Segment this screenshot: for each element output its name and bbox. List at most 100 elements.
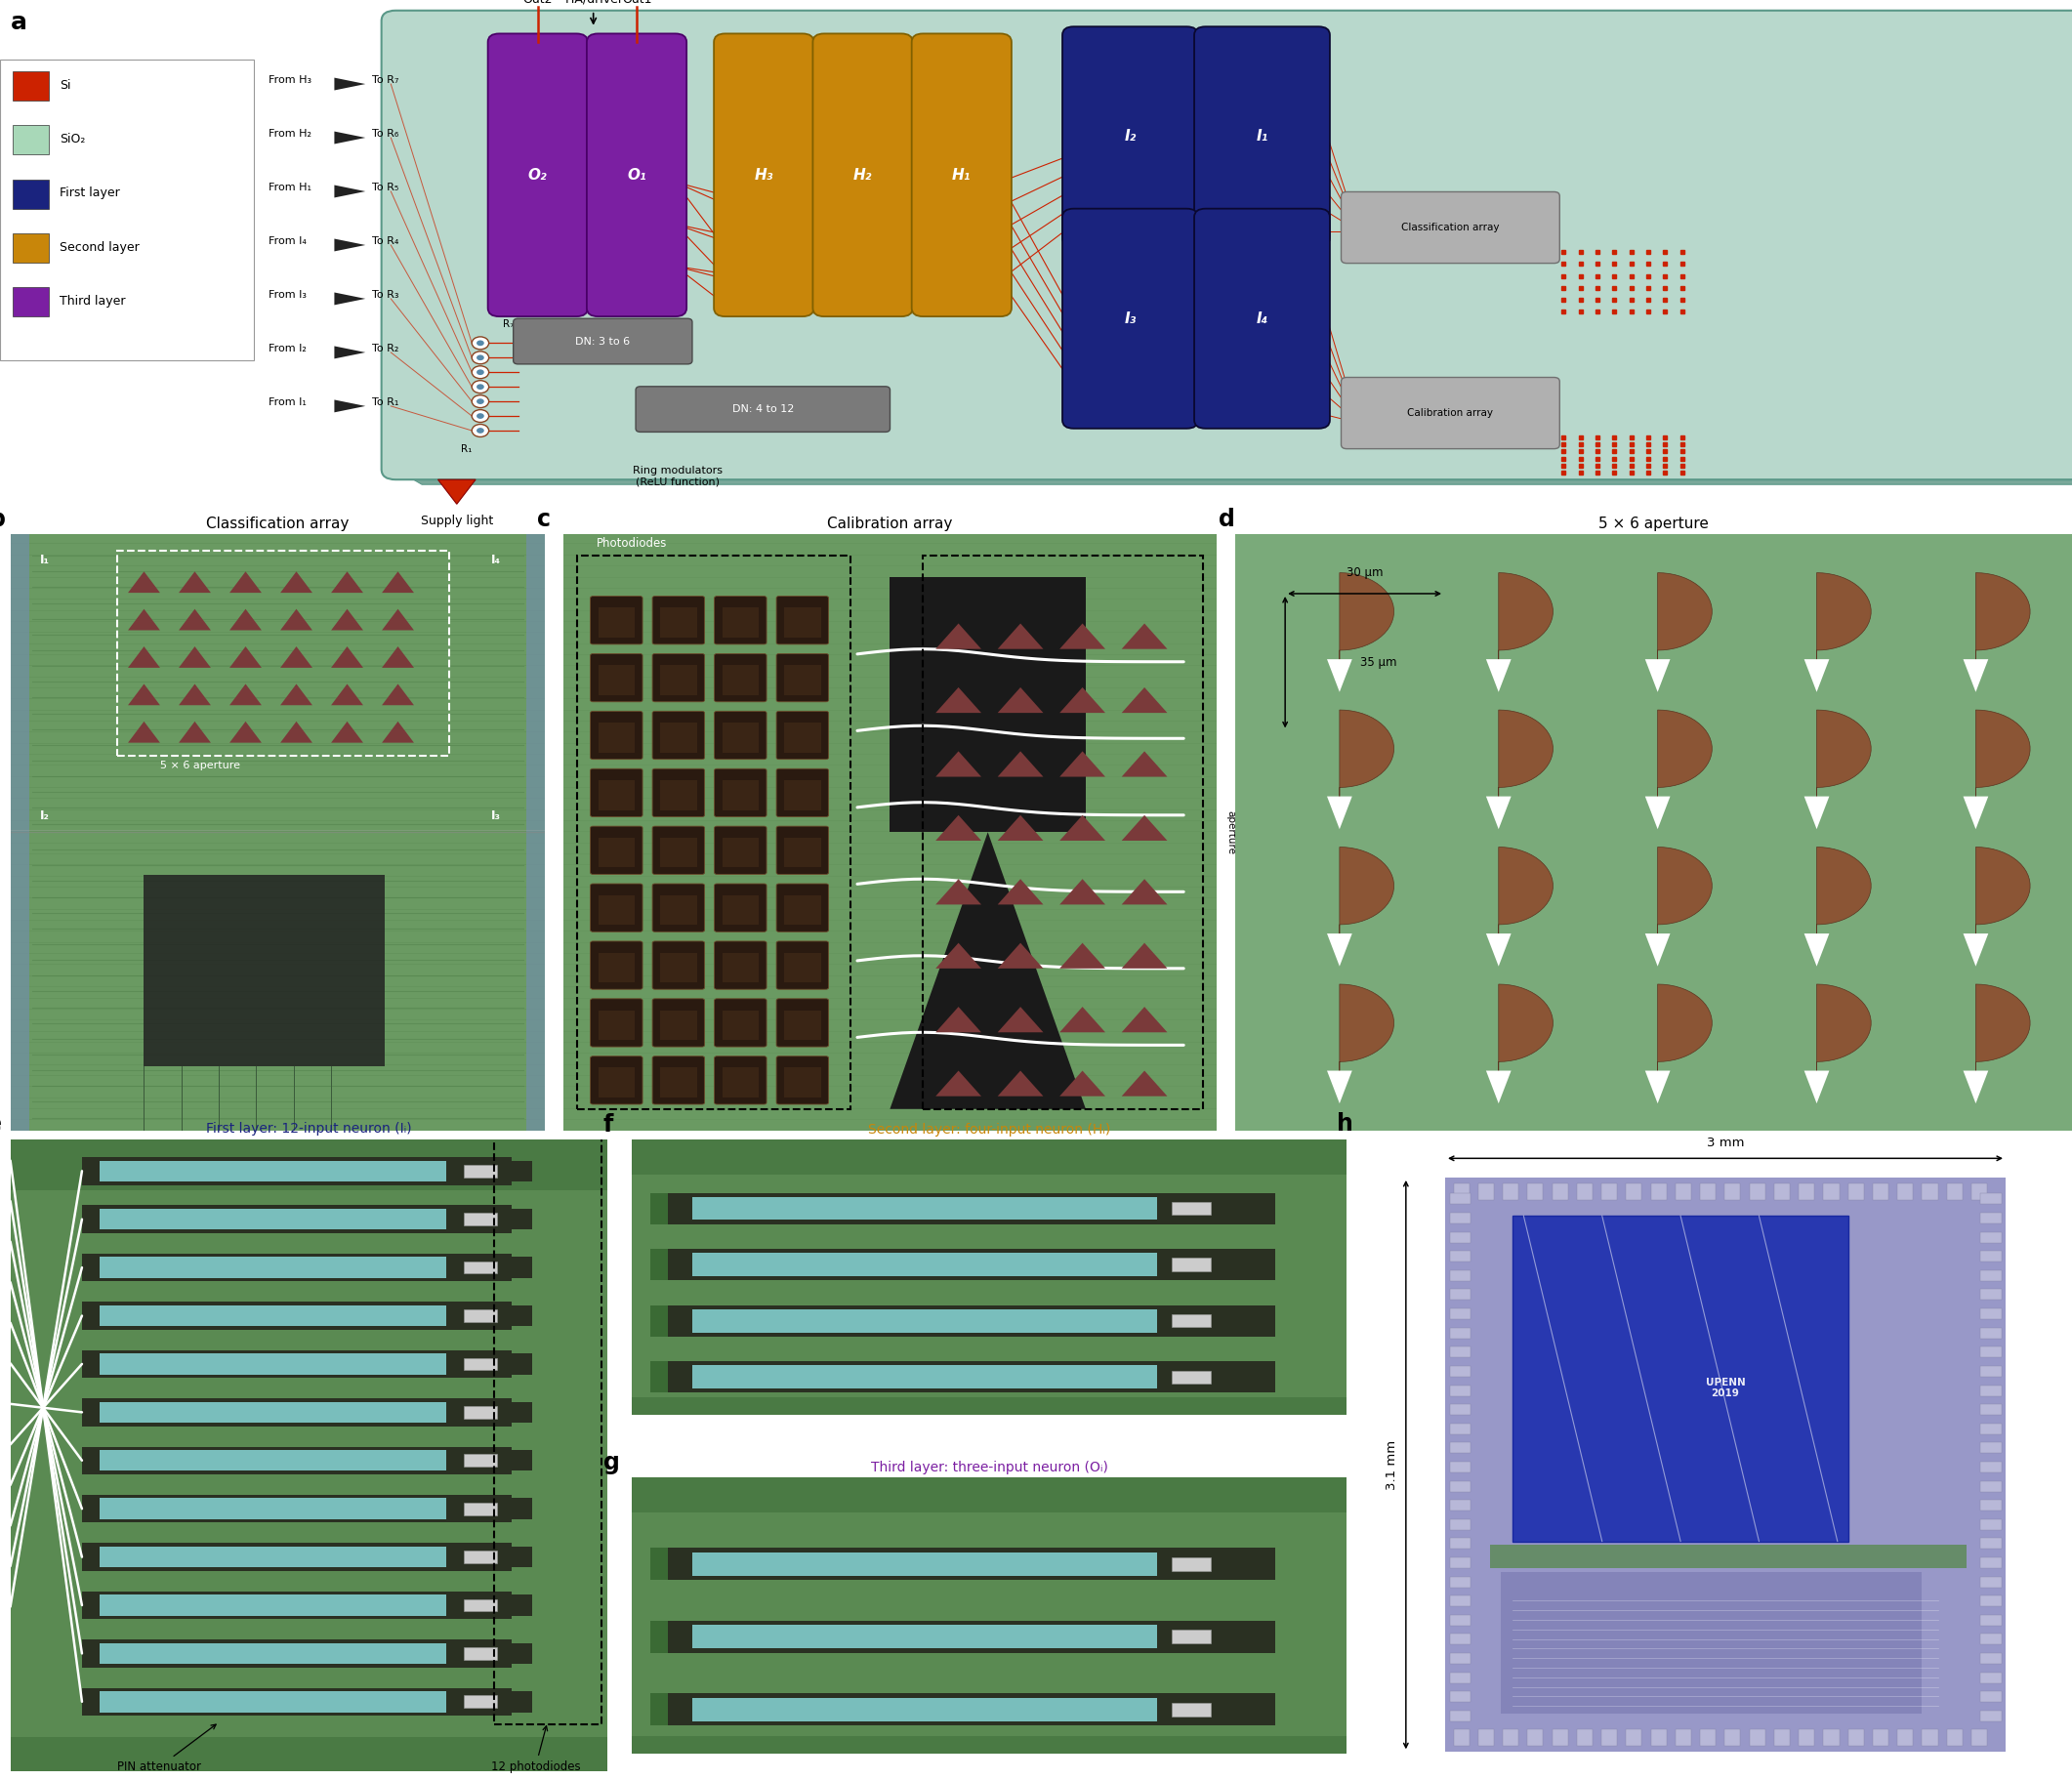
Bar <box>83 1301 512 1330</box>
Bar <box>1701 1184 1716 1200</box>
Polygon shape <box>997 815 1044 840</box>
Circle shape <box>472 336 489 349</box>
Bar <box>1450 1212 1471 1223</box>
Bar <box>1981 1308 2002 1319</box>
Polygon shape <box>280 646 313 668</box>
Polygon shape <box>332 721 363 742</box>
Bar <box>464 1164 497 1177</box>
Text: g: g <box>603 1451 620 1474</box>
Polygon shape <box>381 684 414 705</box>
Text: Photodiodes: Photodiodes <box>597 538 667 550</box>
Bar <box>723 723 758 753</box>
Polygon shape <box>997 623 1044 650</box>
Bar <box>1923 1184 1937 1200</box>
Bar <box>1981 1614 2002 1625</box>
Polygon shape <box>1498 847 1552 963</box>
Bar <box>1450 1595 1471 1606</box>
Bar <box>10 1737 607 1771</box>
Polygon shape <box>1658 847 1711 963</box>
Text: SiO₂: SiO₂ <box>60 134 85 146</box>
FancyBboxPatch shape <box>591 999 642 1047</box>
Text: f: f <box>603 1112 613 1136</box>
Polygon shape <box>334 345 365 360</box>
FancyBboxPatch shape <box>653 1056 704 1104</box>
Bar <box>1676 1184 1691 1200</box>
Bar <box>1450 1347 1471 1358</box>
Bar <box>723 1068 758 1098</box>
Bar <box>1502 1728 1519 1746</box>
Bar <box>667 1693 1274 1727</box>
Text: First layer: 12-input neuron (Iᵢ): First layer: 12-input neuron (Iᵢ) <box>205 1123 412 1136</box>
Polygon shape <box>332 571 363 593</box>
Bar <box>783 666 821 694</box>
Text: From H₂: From H₂ <box>269 130 311 139</box>
Polygon shape <box>396 470 2072 484</box>
Bar <box>83 1205 512 1234</box>
Text: DN: 3 to 6: DN: 3 to 6 <box>576 336 630 347</box>
Text: Second layer: Second layer <box>60 240 139 253</box>
Bar <box>692 1698 1158 1721</box>
Text: H₁: H₁ <box>953 167 972 182</box>
FancyBboxPatch shape <box>591 712 642 760</box>
Polygon shape <box>280 721 313 742</box>
Polygon shape <box>1645 933 1670 967</box>
Text: I₄: I₄ <box>491 554 501 566</box>
Polygon shape <box>1658 573 1711 689</box>
FancyBboxPatch shape <box>715 712 767 760</box>
Bar <box>1981 1365 2002 1376</box>
Bar <box>667 1620 1274 1654</box>
Circle shape <box>477 340 485 345</box>
Polygon shape <box>997 1007 1044 1032</box>
Bar <box>1981 1711 2002 1721</box>
Bar <box>1981 1251 2002 1262</box>
Bar <box>99 1209 445 1230</box>
Circle shape <box>477 427 485 433</box>
Polygon shape <box>1339 847 1394 963</box>
Bar <box>1171 1558 1210 1570</box>
Bar <box>1749 1184 1765 1200</box>
Bar <box>1450 1614 1471 1625</box>
Bar <box>1171 1703 1210 1716</box>
Bar <box>1981 1558 2002 1568</box>
Bar <box>99 1161 445 1182</box>
Bar <box>692 1625 1158 1648</box>
Text: From I₄: From I₄ <box>269 237 307 246</box>
Polygon shape <box>1121 751 1167 776</box>
FancyBboxPatch shape <box>653 769 704 817</box>
FancyBboxPatch shape <box>591 942 642 990</box>
Polygon shape <box>128 684 160 705</box>
Bar <box>1981 1404 2002 1415</box>
Polygon shape <box>334 401 365 413</box>
FancyBboxPatch shape <box>586 34 686 317</box>
FancyBboxPatch shape <box>777 942 829 990</box>
Bar <box>1798 1728 1815 1746</box>
Polygon shape <box>937 687 982 712</box>
Bar <box>1513 1216 1848 1541</box>
Bar <box>1981 1518 2002 1529</box>
Polygon shape <box>1498 573 1552 689</box>
Polygon shape <box>1059 751 1104 776</box>
Text: 3.1 mm: 3.1 mm <box>1386 1440 1399 1490</box>
Bar <box>1450 1634 1471 1645</box>
Text: From I₁: From I₁ <box>269 397 307 408</box>
Circle shape <box>472 395 489 408</box>
Bar <box>1981 1232 2002 1242</box>
Text: I₃: I₃ <box>1125 312 1135 326</box>
Polygon shape <box>1817 710 1871 826</box>
Text: I₃: I₃ <box>491 810 501 822</box>
Bar <box>1981 1634 2002 1645</box>
Text: 3 mm: 3 mm <box>1707 1136 1745 1148</box>
FancyBboxPatch shape <box>777 1056 829 1104</box>
Circle shape <box>477 370 485 376</box>
Bar <box>1450 1577 1471 1588</box>
Bar <box>1450 1691 1471 1702</box>
Bar <box>464 1598 497 1611</box>
Polygon shape <box>280 571 313 593</box>
Polygon shape <box>332 684 363 705</box>
Polygon shape <box>937 943 982 968</box>
Bar <box>1981 1671 2002 1684</box>
Polygon shape <box>1339 984 1394 1100</box>
Polygon shape <box>437 479 477 504</box>
Bar <box>667 1362 1274 1392</box>
Bar <box>497 1547 533 1568</box>
